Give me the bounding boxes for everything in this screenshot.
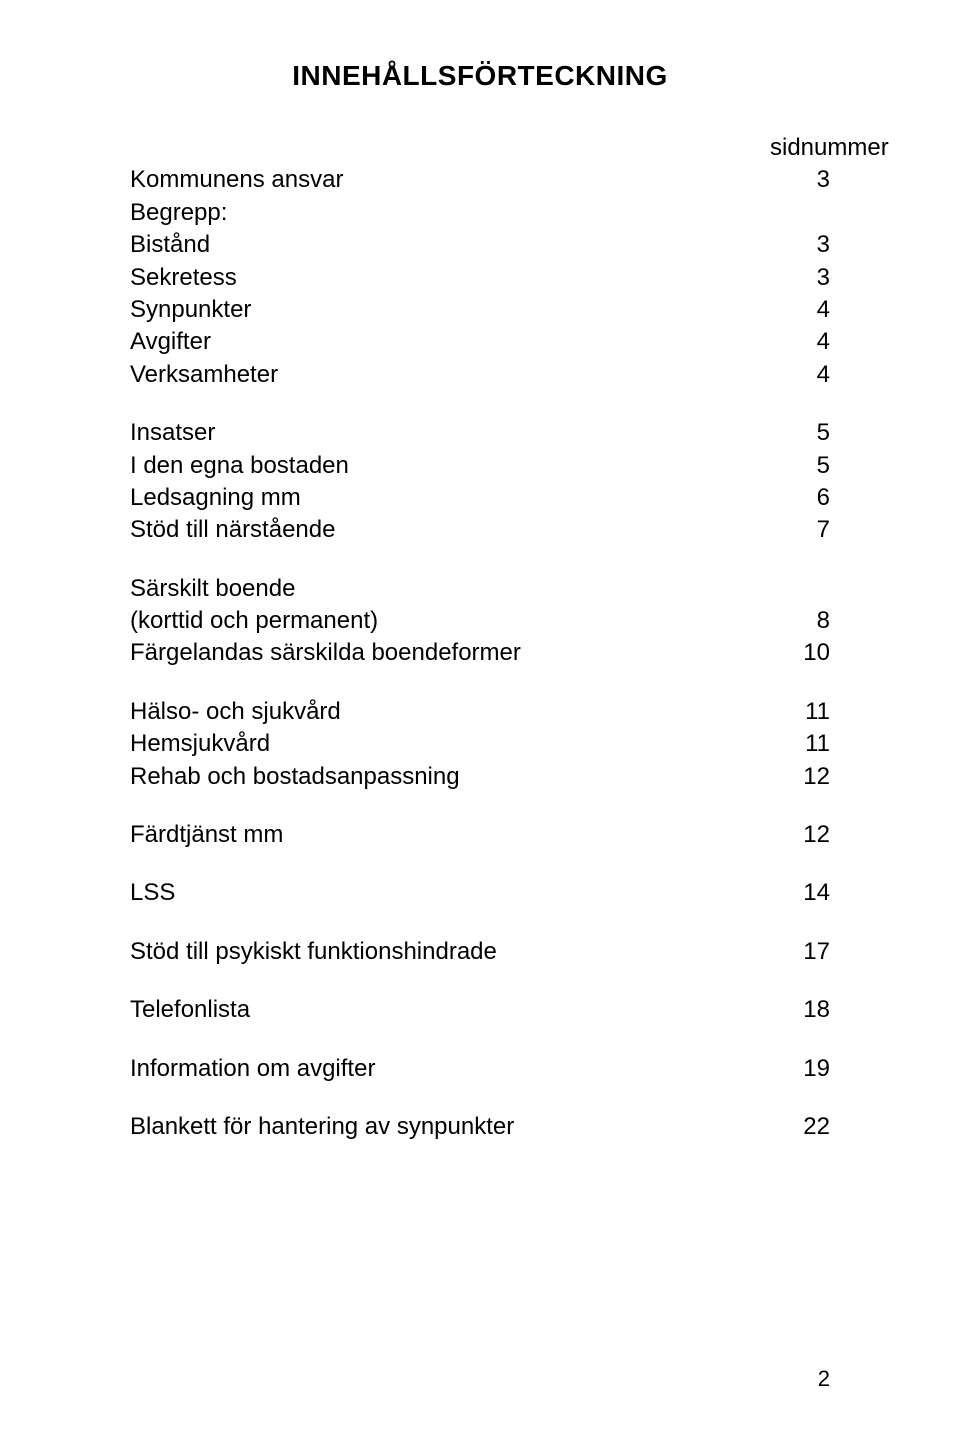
toc-page-number: 3 — [770, 164, 830, 196]
toc-page-number: 6 — [770, 482, 830, 514]
toc-label: Insatser — [130, 417, 770, 449]
toc-row: I den egna bostaden5 — [130, 450, 830, 482]
toc-label: Ledsagning mm — [130, 482, 770, 514]
toc-row: Begrepp: — [130, 197, 830, 229]
toc-page-number: 12 — [770, 819, 830, 851]
toc-label: Blankett för hantering av synpunkter — [130, 1111, 770, 1143]
toc-row: Sekretess3 — [130, 262, 830, 294]
table-of-contents: sidnummer Kommunens ansvar3Begrepp:Bistå… — [130, 132, 830, 1143]
toc-row: Kommunens ansvar3 — [130, 164, 830, 196]
toc-page-number: 4 — [770, 294, 830, 326]
toc-page-number: 3 — [770, 262, 830, 294]
toc-group-spacer — [130, 851, 830, 877]
toc-page-number: 11 — [770, 728, 830, 760]
toc-label: Stöd till närstående — [130, 514, 770, 546]
toc-group-spacer — [130, 910, 830, 936]
toc-label: Hälso- och sjukvård — [130, 696, 770, 728]
toc-group-spacer — [130, 391, 830, 417]
toc-label: Sekretess — [130, 262, 770, 294]
toc-page-number: 4 — [770, 326, 830, 358]
toc-row: Hälso- och sjukvård11 — [130, 696, 830, 728]
toc-label: Begrepp: — [130, 197, 770, 229]
toc-row: Blankett för hantering av synpunkter22 — [130, 1111, 830, 1143]
toc-group-spacer — [130, 968, 830, 994]
toc-label: Avgifter — [130, 326, 770, 358]
toc-row: Information om avgifter19 — [130, 1053, 830, 1085]
toc-label: LSS — [130, 877, 770, 909]
page: INNEHÅLLSFÖRTECKNING sidnummer Kommunens… — [0, 0, 960, 1432]
toc-row: Rehab och bostadsanpassning12 — [130, 761, 830, 793]
toc-label: Kommunens ansvar — [130, 164, 770, 196]
toc-row: Särskilt boende — [130, 573, 830, 605]
toc-label: Synpunkter — [130, 294, 770, 326]
toc-label: Färgelandas särskilda boendeformer — [130, 637, 770, 669]
toc-row: Avgifter4 — [130, 326, 830, 358]
toc-row: Färgelandas särskilda boendeformer10 — [130, 637, 830, 669]
toc-header-row: sidnummer — [130, 132, 830, 164]
toc-page-number: 17 — [770, 936, 830, 968]
toc-page-number: 19 — [770, 1053, 830, 1085]
toc-page-number: 14 — [770, 877, 830, 909]
toc-row: Stöd till närstående7 — [130, 514, 830, 546]
toc-row: LSS14 — [130, 877, 830, 909]
toc-page-number: 4 — [770, 359, 830, 391]
toc-page-number: 5 — [770, 450, 830, 482]
toc-label: Bistånd — [130, 229, 770, 261]
page-title: INNEHÅLLSFÖRTECKNING — [130, 60, 830, 92]
toc-label: Information om avgifter — [130, 1053, 770, 1085]
toc-row: Stöd till psykiskt funktionshindrade17 — [130, 936, 830, 968]
toc-group-spacer — [130, 793, 830, 819]
toc-label: I den egna bostaden — [130, 450, 770, 482]
toc-group-spacer — [130, 547, 830, 573]
toc-page-number: 18 — [770, 994, 830, 1026]
toc-row: Hemsjukvård11 — [130, 728, 830, 760]
toc-row: Ledsagning mm6 — [130, 482, 830, 514]
toc-page-number: 12 — [770, 761, 830, 793]
toc-page-number: 10 — [770, 637, 830, 669]
toc-label: (korttid och permanent) — [130, 605, 770, 637]
toc-row: Färdtjänst mm12 — [130, 819, 830, 851]
toc-page-number: 11 — [770, 696, 830, 728]
toc-row: Verksamheter4 — [130, 359, 830, 391]
toc-label: Färdtjänst mm — [130, 819, 770, 851]
toc-label: Hemsjukvård — [130, 728, 770, 760]
toc-row: Bistånd3 — [130, 229, 830, 261]
toc-row: Telefonlista18 — [130, 994, 830, 1026]
toc-group-spacer — [130, 1027, 830, 1053]
toc-row: (korttid och permanent)8 — [130, 605, 830, 637]
toc-header-label: sidnummer — [770, 132, 830, 164]
toc-label: Särskilt boende — [130, 573, 770, 605]
toc-label: Rehab och bostadsanpassning — [130, 761, 770, 793]
toc-page-number: 8 — [770, 605, 830, 637]
toc-row: Insatser5 — [130, 417, 830, 449]
toc-page-number: 22 — [770, 1111, 830, 1143]
toc-page-number: 5 — [770, 417, 830, 449]
toc-page-number: 7 — [770, 514, 830, 546]
page-number: 2 — [818, 1366, 830, 1392]
toc-group-spacer — [130, 670, 830, 696]
toc-row: Synpunkter4 — [130, 294, 830, 326]
toc-label: Verksamheter — [130, 359, 770, 391]
toc-group-spacer — [130, 1085, 830, 1111]
toc-label: Telefonlista — [130, 994, 770, 1026]
toc-label: Stöd till psykiskt funktionshindrade — [130, 936, 770, 968]
toc-page-number: 3 — [770, 229, 830, 261]
